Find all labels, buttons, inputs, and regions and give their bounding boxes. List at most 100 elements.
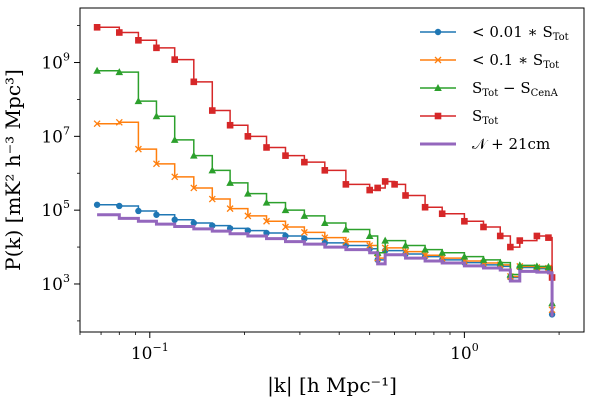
series-2 [93, 66, 556, 307]
data-point-2-4 [170, 135, 179, 143]
data-point-3-3 [153, 44, 160, 52]
data-point-2-24 [515, 261, 524, 269]
data-point-3-25 [516, 237, 524, 244]
data-point-3-23 [496, 232, 504, 240]
x-tick-label: 10−1 [131, 341, 169, 364]
legend-item-2: STot − SCenA [420, 79, 559, 99]
data-point-1-7 [226, 205, 234, 213]
legend-marker [434, 84, 442, 91]
data-point-2-16 [381, 236, 389, 244]
data-point-0-5 [190, 219, 197, 227]
y-tick-label: 103 [41, 272, 70, 295]
data-point-3-11 [301, 158, 308, 166]
y-axis-label: P(k) [mK² h⁻³ Mpc³] [1, 69, 25, 271]
data-point-0-0 [93, 201, 101, 208]
data-point-2-21 [479, 255, 488, 263]
data-point-3-1 [116, 29, 123, 36]
data-point-3-13 [342, 181, 350, 188]
data-point-2-9 [262, 198, 271, 206]
y-tick-label: 109 [41, 51, 70, 74]
data-point-1-9 [263, 217, 270, 225]
data-point-2-3 [152, 112, 161, 120]
data-point-2-25 [533, 262, 541, 270]
ticks-layer: 10−1 100 103 105 107 109 [41, 25, 560, 364]
data-point-2-12 [321, 218, 329, 226]
data-point-2-11 [300, 211, 309, 219]
data-point-3-24 [507, 243, 514, 251]
data-point-0-1 [116, 202, 123, 210]
data-point-0-4 [171, 216, 178, 223]
data-point-1-4 [171, 173, 179, 181]
data-point-3-20 [438, 210, 446, 218]
legend-item-1: < 0.1 ∗ STot [420, 51, 559, 71]
data-point-3-7 [226, 121, 234, 129]
data-point-3-2 [135, 36, 142, 44]
legend-label: 𝒩 + 21cm [472, 135, 550, 153]
data-point-1-5 [190, 184, 198, 192]
series-3 [93, 23, 556, 281]
data-point-3-0 [93, 23, 101, 31]
data-point-3-4 [171, 56, 179, 63]
data-point-1-14 [366, 242, 374, 250]
data-point-1-11 [300, 228, 308, 236]
data-point-1-6 [208, 195, 216, 203]
data-point-3-17 [391, 181, 398, 188]
data-point-2-0 [93, 66, 101, 74]
data-point-2-7 [226, 178, 234, 186]
data-point-2-1 [115, 68, 124, 76]
legend-marker [434, 112, 442, 120]
data-point-3-16 [381, 178, 389, 185]
data-point-2-13 [342, 225, 350, 233]
data-point-1-8 [244, 212, 252, 220]
data-point-3-26 [533, 232, 541, 240]
y-tick-label: 107 [41, 124, 70, 147]
data-point-2-26 [544, 262, 553, 270]
legend-item-3: STot [420, 107, 498, 127]
legend-marker [434, 28, 442, 36]
data-point-2-18 [421, 245, 429, 253]
data-point-3-8 [244, 133, 252, 140]
data-point-3-18 [402, 192, 409, 199]
data-point-0-8 [244, 227, 252, 234]
data-point-3-5 [190, 78, 198, 86]
series-layer [93, 23, 556, 318]
data-point-0-6 [209, 222, 216, 229]
legend-label: < 0.01 ∗ STot [472, 23, 569, 43]
data-point-2-14 [365, 231, 374, 239]
data-point-3-14 [366, 186, 373, 194]
data-point-3-19 [421, 203, 429, 211]
data-point-1-1 [115, 118, 123, 126]
data-point-3-21 [461, 217, 468, 225]
x-tick-label: 100 [450, 341, 479, 364]
data-point-2-6 [208, 166, 217, 174]
data-point-3-22 [480, 223, 487, 231]
data-point-2-5 [189, 151, 198, 159]
series-4 [97, 213, 554, 317]
data-point-0-2 [135, 207, 142, 215]
data-point-0-11 [301, 235, 308, 242]
data-point-2-19 [438, 248, 446, 256]
legend-label: STot [472, 107, 498, 127]
legend-item-4: 𝒩 + 21cm [420, 135, 550, 153]
data-point-3-9 [263, 144, 270, 151]
data-point-2-20 [460, 252, 469, 260]
data-point-1-13 [342, 238, 350, 246]
legend-item-0: < 0.01 ∗ STot [420, 23, 569, 43]
data-point-1-2 [134, 145, 142, 153]
data-point-1-3 [152, 160, 160, 168]
data-point-3-6 [208, 107, 216, 114]
data-point-1-10 [282, 223, 289, 231]
data-point-3-10 [282, 152, 289, 159]
series-line-2 [97, 69, 553, 304]
data-point-1-12 [321, 234, 329, 242]
legend-label: STot − SCenA [472, 79, 559, 99]
legend-label: < 0.1 ∗ STot [472, 51, 559, 71]
data-point-0-3 [153, 211, 160, 218]
data-point-2-8 [244, 189, 252, 197]
data-point-2-10 [281, 206, 290, 214]
data-point-3-27 [545, 234, 552, 241]
x-axis-label: |k| [h Mpc⁻¹] [267, 373, 397, 398]
legend-marker [434, 56, 442, 64]
data-point-2-2 [134, 97, 143, 105]
